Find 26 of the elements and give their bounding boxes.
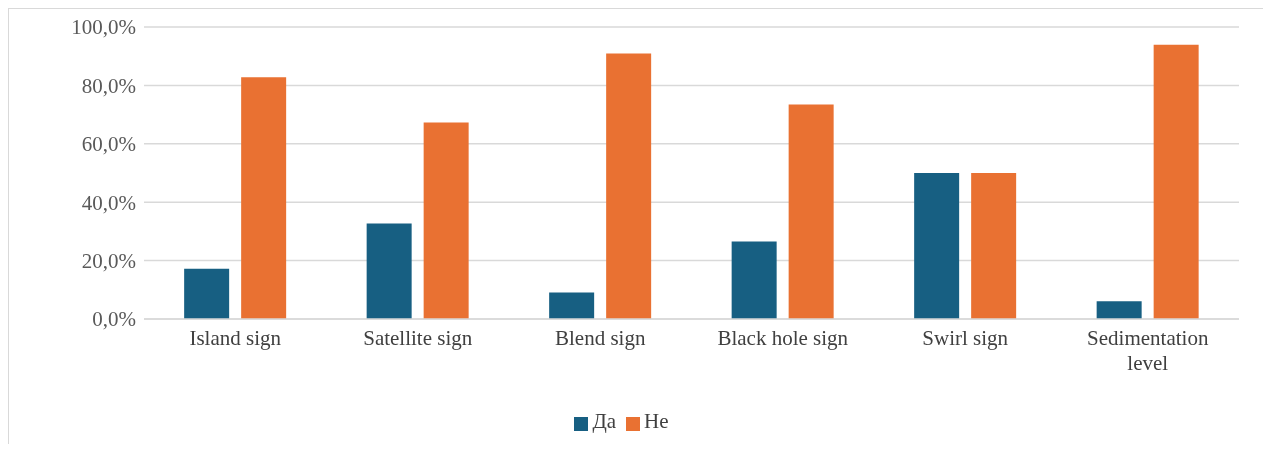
bar — [971, 173, 1017, 319]
bar — [549, 292, 595, 319]
y-tick-label: 60,0% — [81, 132, 136, 157]
legend-label: Да — [592, 409, 617, 433]
y-tick-label: 100,0% — [71, 15, 136, 40]
bar — [731, 241, 777, 319]
y-tick-label: 80,0% — [81, 73, 136, 98]
bar — [1153, 44, 1199, 319]
x-tick-label: Blend sign — [555, 326, 646, 350]
y-tick-label: 0,0% — [92, 307, 136, 332]
x-tick-label: Island sign — [189, 326, 282, 350]
bar — [788, 104, 834, 319]
bar — [606, 53, 652, 319]
bar — [423, 122, 469, 319]
bar — [184, 268, 230, 319]
y-tick-label: 40,0% — [81, 190, 136, 215]
bar — [1096, 301, 1142, 319]
bar — [366, 223, 412, 319]
bar — [241, 77, 287, 319]
x-tick-label: Satellite sign — [363, 326, 473, 350]
x-tick-label: Sedimentation level — [1087, 326, 1209, 375]
y-tick-label: 20,0% — [81, 249, 136, 274]
legend-label: Не — [644, 409, 669, 433]
bar — [914, 173, 960, 319]
x-tick-label: Swirl sign — [922, 326, 1009, 350]
x-tick-label: Black hole sign — [717, 326, 849, 350]
